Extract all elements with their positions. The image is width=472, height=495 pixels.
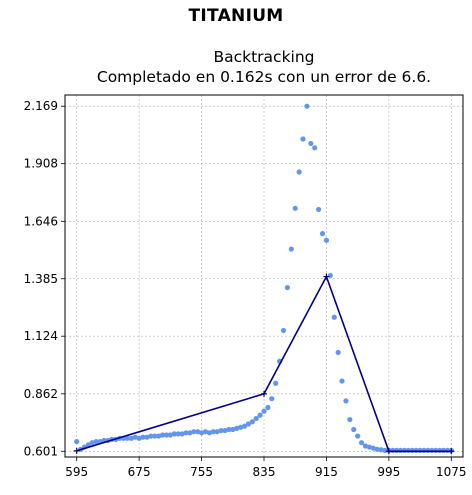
scatter-point	[202, 429, 209, 435]
scatter-point	[253, 415, 259, 422]
chart-title: Backtracking Completado en 0.162s con un…	[65, 47, 463, 87]
y-tick-label: 1.124	[24, 329, 58, 343]
scatter-point	[300, 136, 306, 142]
scatter-point	[230, 426, 236, 433]
scatter-point	[378, 447, 384, 453]
path-vertex-marker	[448, 448, 455, 455]
scatter-point	[167, 432, 173, 438]
path-series	[73, 273, 455, 455]
scatter-point	[339, 378, 345, 384]
scatter-point	[210, 429, 216, 435]
scatter-point	[191, 429, 197, 435]
x-tick-label: 595	[65, 465, 88, 479]
scatter-point	[163, 432, 170, 438]
scatter-point	[132, 434, 138, 440]
scatter-point	[214, 429, 220, 435]
x-tick-label: 995	[377, 465, 400, 479]
scatter-point	[198, 430, 205, 436]
scatter-point	[366, 444, 372, 450]
y-tick-label: 1.908	[24, 157, 58, 171]
grid-lines	[65, 95, 463, 457]
y-tick-label: 0.862	[24, 387, 58, 401]
scatter-point	[218, 427, 224, 434]
scatter-point	[257, 412, 263, 418]
scatter-point	[144, 434, 150, 440]
scatter-point	[269, 396, 275, 402]
scatter-point	[187, 430, 193, 436]
scatter-point	[292, 205, 298, 211]
y-tick-label: 1.385	[24, 272, 58, 286]
scatter-point	[152, 433, 158, 439]
y-tick-label: 0.601	[24, 444, 58, 458]
chart-title-line-1: Backtracking	[213, 48, 315, 66]
x-tick-label: 835	[253, 465, 276, 479]
scatter-point	[93, 438, 99, 445]
y-tick-label: 1.646	[24, 214, 58, 228]
scatter-point	[288, 246, 294, 252]
scatter-point	[237, 424, 244, 430]
scatter-point	[183, 430, 189, 436]
scatter-point	[312, 145, 318, 151]
scatter-point	[124, 435, 131, 441]
scatter-point	[159, 432, 166, 438]
scatter-point	[74, 438, 80, 445]
plot-area-frame	[64, 94, 464, 458]
scatter-point	[273, 380, 279, 386]
scatter-point	[234, 425, 240, 431]
scatter-point	[358, 440, 365, 446]
path-vertex-marker	[323, 273, 330, 280]
scatter-point	[347, 416, 353, 423]
scatter-point	[323, 237, 330, 243]
scatter-point	[175, 431, 181, 437]
y-tick-label: 2.169	[24, 99, 58, 113]
scatter-point	[296, 169, 302, 175]
scatter-point	[362, 443, 369, 449]
scatter-point	[284, 284, 291, 291]
x-tick-label: 1075	[436, 465, 467, 479]
scatter-point	[335, 349, 341, 356]
scatter-point	[206, 430, 212, 436]
x-tick-label: 675	[128, 465, 151, 479]
scatter-point	[245, 421, 251, 427]
scatter-point	[331, 314, 337, 320]
scatter-point	[343, 398, 349, 404]
scatter-point	[249, 419, 255, 425]
scatter-point	[374, 446, 380, 452]
path-vertex-marker	[385, 448, 392, 455]
path-vertex-marker	[73, 447, 80, 454]
scatter-point	[148, 433, 154, 439]
scatter-point	[89, 440, 95, 446]
path-vertex-marker	[261, 390, 267, 397]
scatter-point	[280, 327, 287, 334]
x-tick-label: 915	[315, 465, 338, 479]
y-axis-ticks: 0.601 0.862 1.124 1.385 1.646 1.908 2.169	[24, 99, 65, 458]
scatter-point	[179, 431, 185, 437]
scatter-point	[265, 404, 271, 411]
x-axis-ticks: 595 675 755 835 915 995 1075	[65, 457, 467, 479]
chart-title-line-2: Completado en 0.162s con un error de 6.6…	[96, 68, 432, 86]
scatter-point	[195, 429, 201, 435]
scatter-point	[156, 433, 162, 439]
scatter-point	[308, 140, 314, 147]
scatter-point	[327, 272, 333, 279]
scatter-point	[316, 206, 322, 213]
scatter-point	[304, 103, 310, 109]
scatter-point	[370, 445, 376, 451]
scatter-point	[128, 435, 134, 441]
scatter-point	[319, 231, 326, 237]
figure-suptitle: TITANIUM	[188, 6, 284, 26]
scatter-point	[351, 426, 357, 433]
scatter-point	[241, 423, 248, 429]
scatter-point	[222, 427, 228, 434]
scatter-point	[226, 426, 232, 433]
scatter-point	[136, 435, 142, 441]
scatter-point	[355, 433, 361, 439]
x-tick-label: 755	[190, 465, 213, 479]
scatter-point	[140, 434, 146, 440]
scatter-point	[261, 408, 267, 414]
scatter-point	[171, 431, 177, 437]
